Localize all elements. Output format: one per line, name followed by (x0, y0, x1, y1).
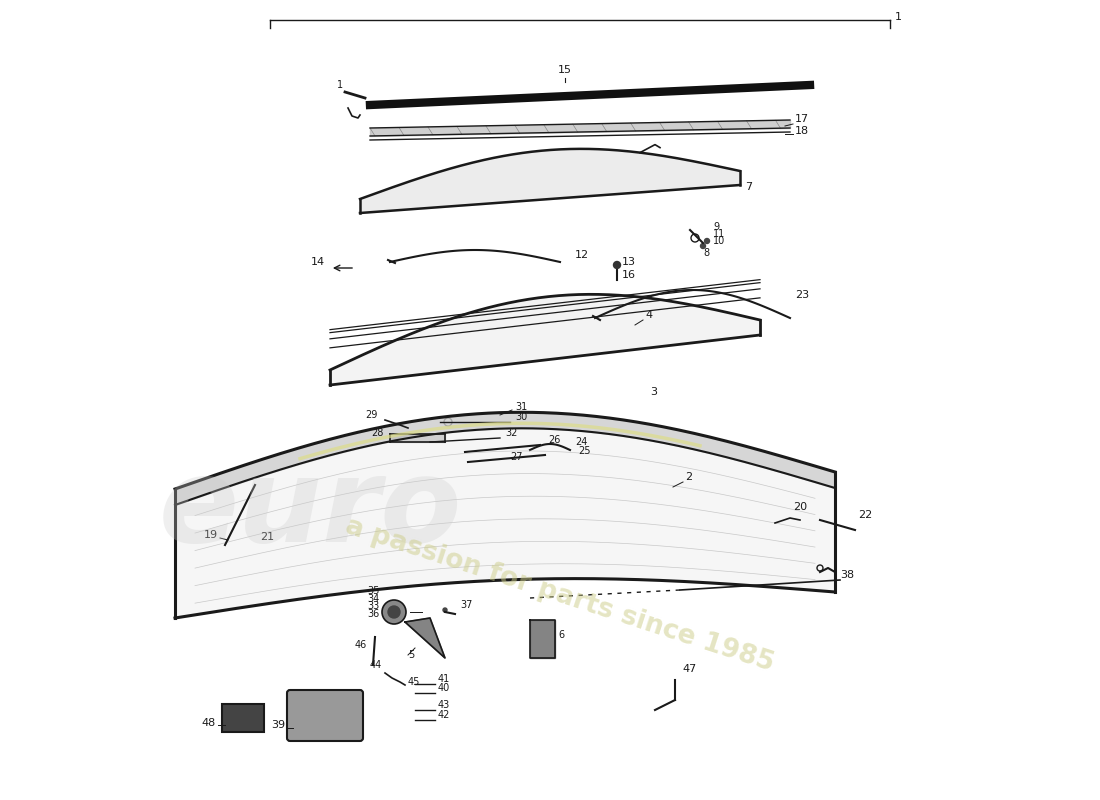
Text: 16: 16 (621, 270, 636, 280)
Circle shape (701, 243, 705, 249)
FancyBboxPatch shape (287, 690, 363, 741)
Text: 48: 48 (201, 718, 216, 728)
Text: 24: 24 (575, 437, 587, 447)
Text: 30: 30 (515, 412, 527, 422)
Text: a passion for parts since 1985: a passion for parts since 1985 (342, 514, 778, 677)
Text: 15: 15 (558, 65, 572, 75)
Text: euro: euro (158, 453, 462, 567)
Text: 25: 25 (578, 446, 591, 456)
Text: 37: 37 (460, 600, 472, 610)
Text: 36: 36 (367, 609, 380, 619)
Text: 12: 12 (575, 250, 590, 260)
Text: 4: 4 (645, 310, 652, 320)
Text: 26: 26 (548, 435, 560, 445)
Text: 20: 20 (793, 502, 807, 512)
Text: 28: 28 (372, 428, 384, 438)
Text: 34: 34 (367, 594, 380, 604)
Text: 7: 7 (745, 182, 752, 192)
Text: 38: 38 (840, 570, 854, 580)
Text: 21: 21 (260, 532, 274, 542)
Text: 3: 3 (650, 387, 657, 397)
Text: 2: 2 (685, 472, 692, 482)
Text: 8: 8 (703, 248, 710, 258)
Circle shape (388, 606, 400, 618)
Text: 23: 23 (795, 290, 810, 300)
Text: 33: 33 (367, 601, 380, 611)
Text: 5: 5 (408, 650, 415, 660)
Text: 47: 47 (682, 664, 696, 674)
Polygon shape (530, 620, 556, 658)
Text: 44: 44 (370, 660, 382, 670)
Text: 18: 18 (795, 126, 810, 136)
Polygon shape (405, 618, 446, 658)
Text: 14: 14 (311, 257, 324, 267)
Circle shape (443, 608, 447, 612)
Text: 35: 35 (367, 586, 380, 596)
Text: 6: 6 (558, 630, 564, 640)
Text: 11: 11 (713, 229, 725, 239)
Text: 13: 13 (621, 257, 636, 267)
Text: 22: 22 (858, 510, 872, 520)
Text: 29: 29 (365, 410, 378, 420)
Text: 27: 27 (510, 452, 522, 462)
FancyBboxPatch shape (222, 704, 264, 732)
Text: 10: 10 (713, 236, 725, 246)
Circle shape (382, 600, 406, 624)
Text: 19: 19 (204, 530, 218, 540)
Text: 32: 32 (505, 428, 517, 438)
Text: 43: 43 (438, 700, 450, 710)
Text: 42: 42 (438, 710, 450, 720)
Text: 1: 1 (895, 12, 902, 22)
Text: 46: 46 (354, 640, 367, 650)
Text: 1: 1 (337, 80, 343, 90)
Circle shape (704, 238, 710, 243)
Text: 45: 45 (408, 677, 420, 687)
Text: 39: 39 (271, 720, 285, 730)
Text: 41: 41 (438, 674, 450, 684)
Circle shape (614, 262, 620, 269)
Text: 9: 9 (713, 222, 719, 232)
Text: 40: 40 (438, 683, 450, 693)
Text: 17: 17 (795, 114, 810, 124)
Text: 31: 31 (515, 402, 527, 412)
